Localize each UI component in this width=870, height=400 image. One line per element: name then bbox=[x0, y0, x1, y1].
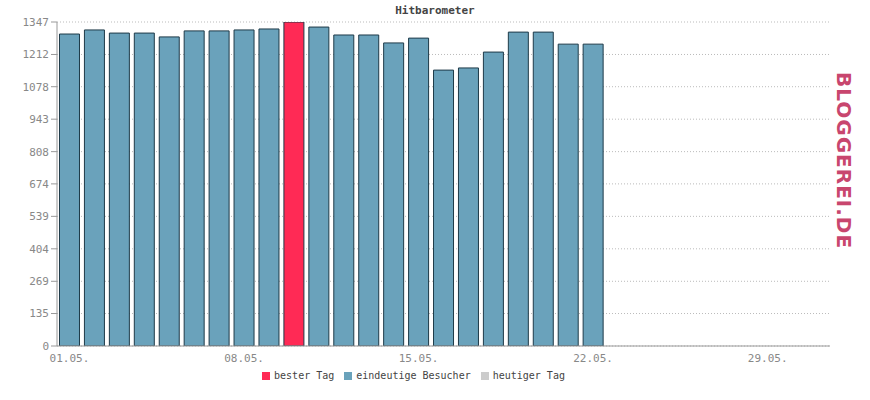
html-text:eindeutige Besucher: eindeutige Besucher bbox=[356, 370, 471, 381]
svg-text:135: 135 bbox=[29, 307, 49, 320]
svg-text:404: 404 bbox=[29, 243, 49, 256]
svg-text:08.05.: 08.05. bbox=[224, 352, 264, 365]
html-text:heutiger Tag: heutiger Tag bbox=[492, 370, 565, 381]
svg-text:269: 269 bbox=[29, 275, 49, 288]
svg-text:29.05.: 29.05. bbox=[748, 352, 788, 365]
svg-text:01.05.: 01.05. bbox=[50, 352, 90, 365]
svg-text:0: 0 bbox=[42, 340, 49, 353]
svg-text:674: 674 bbox=[29, 178, 49, 191]
html-text:bester Tag: bester Tag bbox=[274, 370, 335, 381]
html-text:BLOGGEREI.DE: BLOGGEREI.DE bbox=[832, 72, 856, 250]
svg-text:1078: 1078 bbox=[23, 81, 50, 94]
svg-text:943: 943 bbox=[29, 113, 49, 126]
svg-text:1347: 1347 bbox=[23, 16, 50, 29]
svg-text:808: 808 bbox=[29, 146, 49, 159]
html-text:Hitbarometer: Hitbarometer bbox=[395, 4, 475, 17]
svg-text:539: 539 bbox=[29, 210, 49, 223]
svg-text:22.05.: 22.05. bbox=[573, 352, 613, 365]
svg-text:1212: 1212 bbox=[23, 48, 50, 61]
svg-text:15.05.: 15.05. bbox=[399, 352, 439, 365]
